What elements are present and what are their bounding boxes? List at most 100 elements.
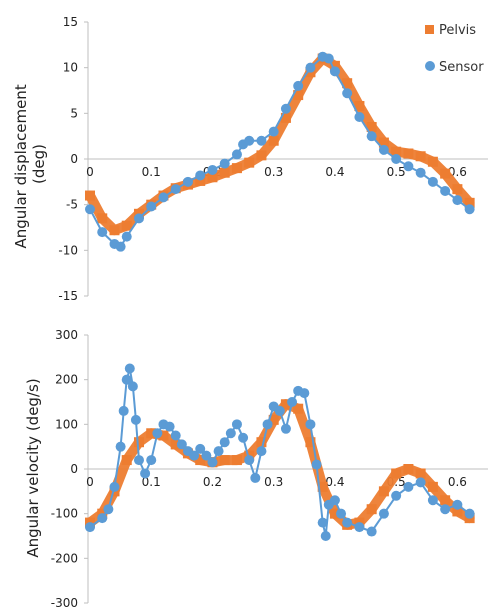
data-point bbox=[158, 192, 169, 203]
y-tick-label: -200 bbox=[51, 551, 78, 565]
data-point bbox=[329, 60, 340, 71]
data-point bbox=[195, 455, 206, 466]
data-point bbox=[238, 432, 249, 443]
data-point bbox=[287, 397, 298, 407]
data-point bbox=[244, 157, 255, 168]
data-point bbox=[124, 363, 135, 374]
data-point bbox=[231, 163, 242, 174]
data-point bbox=[440, 185, 451, 196]
y-tick-label: 0 bbox=[70, 462, 78, 476]
data-point bbox=[109, 225, 120, 236]
data-point bbox=[403, 161, 414, 172]
data-point bbox=[146, 201, 157, 212]
data-point bbox=[403, 148, 414, 159]
data-point bbox=[391, 468, 402, 479]
data-point bbox=[115, 241, 126, 252]
data-point bbox=[189, 450, 200, 461]
series-sensor bbox=[85, 363, 475, 541]
y-tick-label: 15 bbox=[63, 15, 78, 29]
data-point bbox=[207, 457, 218, 468]
data-point bbox=[305, 62, 316, 73]
data-point bbox=[244, 135, 255, 146]
data-point bbox=[403, 464, 414, 474]
data-point bbox=[182, 176, 193, 187]
data-point bbox=[244, 455, 255, 466]
data-point bbox=[452, 506, 463, 517]
x-tick-label: 0.1 bbox=[142, 165, 161, 179]
data-point bbox=[336, 508, 347, 519]
data-point bbox=[250, 472, 261, 483]
data-point bbox=[176, 439, 187, 450]
data-point bbox=[354, 522, 365, 533]
data-point bbox=[378, 144, 389, 155]
plot-area bbox=[85, 51, 475, 252]
data-point bbox=[158, 430, 169, 441]
x-tick-label: 0.5 bbox=[387, 165, 406, 179]
y-tick-label: -15 bbox=[58, 289, 78, 303]
data-point bbox=[231, 149, 242, 160]
data-point bbox=[207, 172, 218, 183]
data-point bbox=[366, 131, 377, 142]
data-point bbox=[342, 88, 353, 99]
data-point bbox=[133, 213, 144, 224]
data-point bbox=[317, 517, 328, 528]
data-point bbox=[146, 428, 157, 439]
data-point bbox=[329, 508, 340, 519]
data-point bbox=[452, 184, 463, 195]
data-point bbox=[115, 441, 126, 452]
data-point bbox=[118, 405, 129, 416]
data-point bbox=[219, 158, 230, 169]
data-point bbox=[170, 184, 181, 195]
y-tick-label: 10 bbox=[63, 61, 78, 75]
data-point bbox=[464, 197, 475, 208]
y-tick-label: -5 bbox=[66, 198, 78, 212]
data-point bbox=[225, 428, 236, 439]
chart-angular-displacement: Angular displacement (deg) 15 10 5 0 -5 -10 -1… bbox=[12, 15, 488, 303]
data-point bbox=[268, 414, 279, 425]
data-point bbox=[342, 78, 353, 89]
data-point bbox=[97, 227, 108, 238]
data-point bbox=[317, 481, 328, 492]
data-point bbox=[366, 504, 377, 515]
data-point bbox=[415, 167, 426, 178]
data-point bbox=[293, 80, 304, 91]
data-point bbox=[256, 135, 267, 146]
data-point bbox=[262, 419, 273, 430]
data-point bbox=[452, 499, 463, 510]
plot-area bbox=[85, 363, 475, 541]
data-point bbox=[378, 137, 389, 148]
data-point bbox=[133, 455, 144, 466]
data-point bbox=[427, 156, 438, 167]
x-tick-label: 0.4 bbox=[325, 165, 344, 179]
y-tick-label: -300 bbox=[51, 596, 78, 610]
data-point bbox=[219, 437, 230, 448]
data-point bbox=[268, 135, 279, 146]
data-point bbox=[354, 111, 365, 122]
data-point bbox=[280, 103, 291, 114]
x-tick-label: 0.4 bbox=[325, 475, 344, 489]
data-point bbox=[127, 381, 138, 392]
data-point bbox=[256, 446, 267, 457]
data-point bbox=[427, 481, 438, 492]
data-point bbox=[280, 423, 291, 434]
data-point bbox=[280, 399, 291, 410]
data-point bbox=[256, 437, 267, 448]
legend-marker-pelvis bbox=[425, 25, 434, 34]
data-point bbox=[354, 101, 365, 112]
y-axis-label-line-1: Angular velocity (deg/s) bbox=[24, 378, 42, 557]
data-point bbox=[170, 439, 181, 450]
legend-label-sensor: Sensor bbox=[439, 60, 484, 75]
data-point bbox=[415, 151, 426, 162]
data-point bbox=[121, 220, 132, 231]
data-point bbox=[293, 403, 304, 414]
data-point bbox=[103, 504, 114, 515]
data-point bbox=[231, 419, 242, 430]
chart-angular-velocity: Angular velocity (deg/s) 300 200 100 0 -100 -… bbox=[24, 328, 488, 610]
y-tick-label: -10 bbox=[58, 243, 78, 257]
data-point bbox=[140, 468, 151, 479]
data-point bbox=[133, 437, 144, 448]
data-point bbox=[280, 112, 291, 123]
data-point bbox=[85, 190, 95, 201]
x-tick-label: 0.3 bbox=[264, 475, 283, 489]
y-axis-label-line-2: (deg) bbox=[30, 144, 48, 184]
